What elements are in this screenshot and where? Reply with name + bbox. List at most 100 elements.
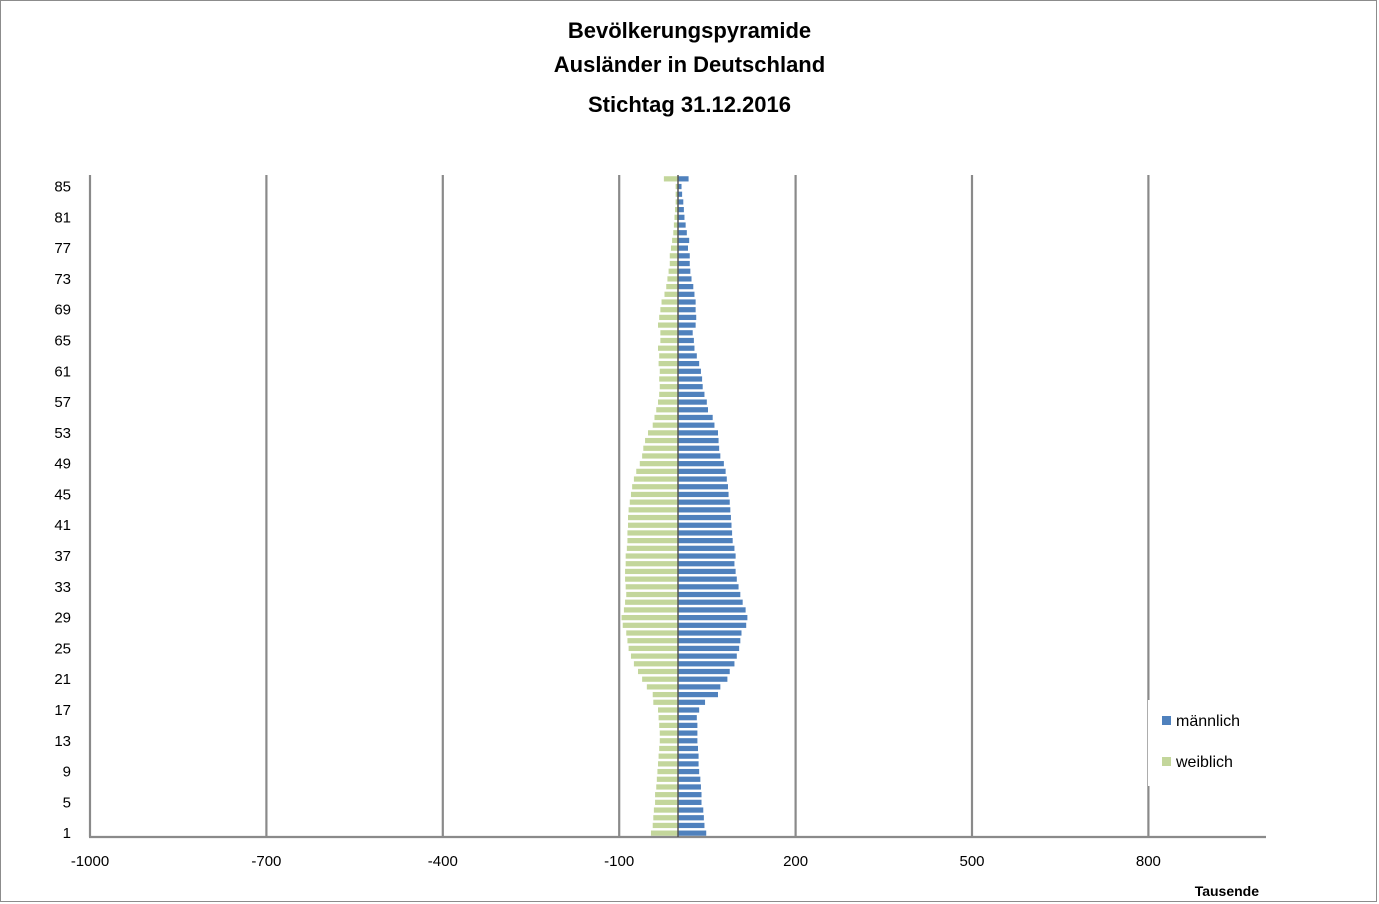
bar-weiblich-age-9	[657, 768, 678, 775]
grid-lines	[265, 175, 1150, 837]
bar-weiblich-age-26	[627, 638, 678, 644]
bar-maennlich-age-32	[678, 591, 741, 598]
chart-title-line-1: Bevölkerungspyramide	[567, 18, 812, 43]
bar-maennlich-age-77	[678, 245, 688, 251]
bar-maennlich-age-11	[678, 753, 699, 759]
bar-weiblich-age-85	[675, 183, 678, 190]
bar-weiblich-age-30	[623, 607, 678, 613]
bar-maennlich-age-76	[678, 253, 690, 259]
bar-maennlich-age-41	[678, 522, 732, 528]
bar-maennlich-age-83	[678, 199, 684, 205]
legend-box	[1148, 700, 1260, 786]
bar-maennlich-age-55	[678, 414, 713, 421]
bar-maennlich-age-49	[678, 461, 724, 467]
bar-weiblich-age-49	[639, 461, 678, 467]
y-tick-label-12: 49	[54, 456, 71, 473]
bar-weiblich-age-35	[625, 568, 678, 575]
bar-maennlich-age-24	[678, 653, 737, 659]
bar-maennlich-age-72	[678, 283, 694, 290]
bar-weiblich-age-31	[625, 599, 678, 605]
bar-maennlich-age-16	[678, 715, 697, 721]
bar-maennlich-age-20	[678, 684, 721, 690]
x-tick-label-1: -700	[251, 853, 281, 870]
bar-maennlich-age-74	[678, 268, 691, 274]
bar-weiblich-age-78	[672, 237, 678, 244]
bar-weiblich-age-4	[653, 807, 678, 813]
bar-weiblich-age-82	[675, 207, 678, 213]
bar-maennlich-age-27	[678, 630, 742, 636]
bar-maennlich-age-8	[678, 776, 701, 782]
bar-maennlich-age-84	[678, 191, 683, 197]
x-tick-label-0: -1000	[71, 853, 109, 870]
bar-weiblich-age-22	[638, 668, 678, 675]
bar-weiblich-age-12	[659, 745, 678, 752]
bar-weiblich-age-39	[627, 538, 678, 544]
y-tick-label-1: 5	[63, 794, 71, 811]
bar-weiblich-age-66	[660, 330, 678, 336]
bar-weiblich-age-59	[659, 384, 678, 390]
y-tick-label-21: 85	[54, 179, 71, 196]
bar-maennlich-age-75	[678, 260, 690, 267]
bar-weiblich-age-32	[626, 591, 678, 598]
bar-maennlich-age-82	[678, 207, 684, 213]
bar-weiblich-age-77	[670, 245, 678, 251]
bar-maennlich-age-47	[678, 476, 727, 482]
bar-maennlich-age-45	[678, 491, 729, 498]
bar-weiblich-age-15	[659, 722, 678, 729]
bar-weiblich-age-24	[630, 653, 678, 659]
bar-maennlich-age-19	[678, 691, 718, 698]
y-tick-label-14: 57	[54, 394, 71, 411]
bar-weiblich-age-67	[658, 322, 678, 328]
bar-weiblich-age-51	[643, 445, 678, 451]
y-tick-label-9: 37	[54, 548, 71, 565]
bar-maennlich-age-53	[678, 430, 718, 436]
bar-maennlich-age-46	[678, 484, 728, 490]
bar-weiblich-age-42	[628, 514, 678, 521]
bar-maennlich-age-50	[678, 453, 721, 459]
y-tick-label-11: 45	[54, 486, 71, 503]
bar-weiblich-age-76	[669, 253, 678, 259]
bar-weiblich-age-36	[625, 561, 678, 567]
bar-maennlich-age-52	[678, 437, 719, 444]
bar-maennlich-age-15	[678, 722, 698, 729]
bar-maennlich-age-26	[678, 638, 741, 644]
bar-maennlich-age-60	[678, 376, 703, 382]
y-tick-labels: 1 5 9 13 17 21 25 29 33 37 41 45 49 53 57 61 65 69 73 77 81 8…	[54, 179, 71, 843]
bar-maennlich-age-39	[678, 538, 733, 544]
chart-title-line-2: Ausländer in Deutschland	[553, 52, 826, 77]
bar-maennlich-age-23	[678, 661, 735, 667]
x-tick-label-2: -400	[428, 853, 458, 870]
bar-weiblich-age-2	[652, 822, 678, 829]
y-tick-label-17: 69	[54, 302, 71, 319]
bar-maennlich-age-59	[678, 384, 703, 390]
x-tick-label-3: -100	[604, 853, 634, 870]
bar-maennlich-age-22	[678, 668, 730, 675]
bar-maennlich-age-38	[678, 545, 735, 551]
bar-weiblich-age-44	[629, 499, 678, 505]
legend-swatch-weiblich	[1162, 757, 1171, 766]
bar-maennlich-age-10	[678, 761, 699, 767]
bar-maennlich-age-69	[678, 307, 696, 313]
bar-weiblich-age-6	[655, 792, 678, 798]
legend-label-maennlich: männlich	[1176, 713, 1240, 730]
bar-maennlich-age-5	[678, 799, 702, 805]
bar-weiblich-age-64	[658, 345, 678, 351]
bar-weiblich-age-45	[630, 491, 678, 498]
bar-maennlich-age-33	[678, 584, 739, 590]
y-tick-label-2: 9	[63, 764, 71, 781]
y-tick-label-10: 41	[54, 517, 71, 534]
bar-weiblich-age-53	[648, 430, 678, 436]
bar-maennlich-age-4	[678, 807, 704, 813]
bar-maennlich-age-30	[678, 607, 746, 613]
bar-weiblich-age-54	[652, 422, 678, 428]
x-tick-labels: -1000 -700 -400 -100 200 500 800	[71, 853, 1161, 870]
bar-maennlich-age-65	[678, 337, 694, 344]
bar-maennlich-age-54	[678, 422, 715, 428]
bar-weiblich-age-17	[658, 707, 678, 713]
bar-weiblich-age-70	[661, 299, 678, 305]
bar-maennlich-age-71	[678, 291, 695, 297]
bar-maennlich-age-43	[678, 507, 731, 513]
bar-weiblich-age-16	[658, 715, 678, 721]
